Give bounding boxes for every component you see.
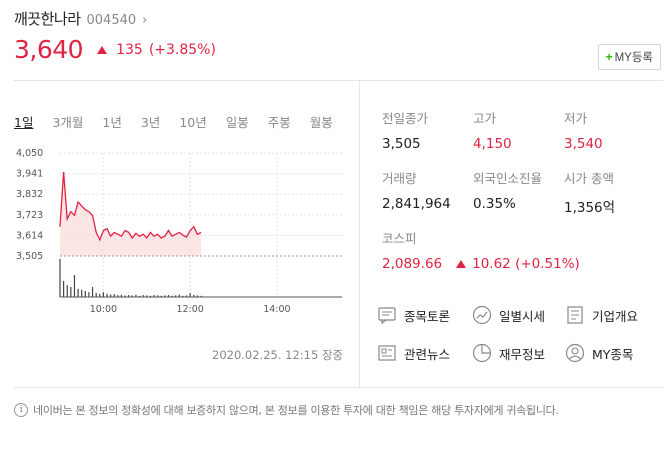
user-icon bbox=[565, 343, 585, 363]
my-register-button[interactable]: + MY등록 bbox=[597, 44, 661, 70]
chart-timestamp: 2020.02.25. 12:15 장중 bbox=[212, 348, 344, 362]
disclaimer-text: 네이버는 본 정보의 정확성에 대해 보증하지 않으며, 본 정보를 이용한 투… bbox=[33, 404, 559, 417]
up-arrow-icon bbox=[456, 260, 467, 268]
price-line bbox=[59, 171, 202, 242]
stat-high: 고가 4,150 bbox=[473, 108, 573, 152]
link-news[interactable]: 관련뉴스 bbox=[377, 343, 450, 363]
my-register-label: MY등록 bbox=[614, 52, 653, 64]
y-tick-label: 3,505 bbox=[16, 251, 43, 262]
divider-top bbox=[14, 80, 663, 81]
link-daily[interactable]: 일별시세 bbox=[472, 305, 545, 325]
stat-market-cap: 시가 총액 1,356억 bbox=[564, 168, 664, 216]
link-discussion[interactable]: 종목토론 bbox=[377, 305, 450, 325]
stat-low: 저가 3,540 bbox=[564, 108, 664, 152]
change-value: 135 bbox=[116, 41, 143, 58]
stat-value: 1,356억 bbox=[564, 200, 616, 216]
stat-kospi[interactable]: 코스피 2,089.66 10.62 (+0.51%) bbox=[382, 228, 642, 272]
plus-icon: + bbox=[605, 50, 613, 64]
chat-icon bbox=[378, 307, 396, 325]
y-tick-label: 4,050 bbox=[16, 148, 43, 159]
price-area bbox=[60, 171, 201, 256]
stock-header: 깨끗한나라 004540 › 3,640 135 (+3.85%) + MY등록 bbox=[14, 8, 661, 80]
stat-value: 3,540 bbox=[564, 136, 603, 152]
y-tick-label: 3,941 bbox=[16, 169, 43, 180]
link-overview[interactable]: 기업개요 bbox=[565, 305, 638, 325]
period-tab[interactable]: 3년 bbox=[140, 115, 161, 130]
divider-bottom bbox=[14, 387, 663, 388]
stat-foreign-ratio: 외국인소진율 0.35% bbox=[473, 168, 573, 212]
stock-name-row[interactable]: 깨끗한나라 004540 › bbox=[14, 8, 661, 29]
stat-value: 4,150 bbox=[473, 136, 512, 152]
period-tab[interactable]: 1일 bbox=[14, 115, 34, 130]
period-tab[interactable]: 월봉 bbox=[309, 115, 333, 130]
info-icon: i bbox=[14, 403, 28, 417]
stat-value: 0.35% bbox=[473, 196, 516, 212]
price-row: 3,640 135 (+3.85%) bbox=[14, 35, 661, 64]
chevron-right-icon[interactable]: › bbox=[142, 13, 148, 28]
link-label: 종목토론 bbox=[404, 308, 451, 324]
disclaimer: i 네이버는 본 정보의 정확성에 대해 보증하지 않으며, 본 정보를 이용한… bbox=[14, 402, 559, 418]
period-tab[interactable]: 1년 bbox=[102, 115, 122, 130]
kospi-value-row: 2,089.66 10.62 (+0.51%) bbox=[382, 256, 642, 272]
chart-panel: 1일 3개월 1년 3년 10년 일봉 주봉 월봉 4,050 3,941 3,832 3,723 3… bbox=[14, 81, 360, 387]
price-change: 135 (+3.85%) bbox=[97, 42, 216, 58]
up-arrow-icon bbox=[97, 45, 108, 54]
kospi-value: 2,089.66 bbox=[382, 256, 443, 272]
period-tab[interactable]: 일봉 bbox=[225, 115, 249, 130]
x-tick-label: 10:00 bbox=[90, 304, 117, 315]
stat-prev-close: 전일종가 3,505 bbox=[382, 108, 482, 152]
stock-name[interactable]: 깨끗한나라 bbox=[14, 10, 81, 28]
pie-chart-icon bbox=[472, 343, 492, 363]
stat-label: 외국인소진율 bbox=[473, 171, 543, 186]
intraday-chart[interactable]: 4,050 3,941 3,832 3,723 3,614 3,505 10:00 12:0… bbox=[14, 141, 344, 316]
news-icon bbox=[378, 345, 396, 361]
stat-value: 2,841,964 bbox=[382, 196, 451, 212]
period-tabs: 1일 3개월 1년 3년 10년 일봉 주봉 월봉 bbox=[14, 112, 352, 131]
link-label: 관련뉴스 bbox=[404, 346, 451, 362]
link-label: 일별시세 bbox=[499, 308, 546, 324]
stat-label: 저가 bbox=[564, 111, 588, 126]
period-tab[interactable]: 주봉 bbox=[267, 115, 291, 130]
period-tab[interactable]: 10년 bbox=[179, 115, 207, 130]
stat-label: 시가 총액 bbox=[564, 171, 614, 186]
trend-icon bbox=[472, 305, 492, 325]
stat-value: 3,505 bbox=[382, 136, 421, 152]
link-label: MY종목 bbox=[592, 346, 634, 362]
link-label: 재무정보 bbox=[499, 346, 546, 362]
stat-label: 코스피 bbox=[382, 231, 417, 246]
link-finance[interactable]: 재무정보 bbox=[472, 343, 545, 363]
current-price: 3,640 bbox=[14, 35, 84, 64]
x-tick-label: 12:00 bbox=[176, 304, 203, 315]
stat-label: 거래량 bbox=[382, 171, 417, 186]
stat-label: 고가 bbox=[473, 111, 497, 126]
link-label: 기업개요 bbox=[592, 308, 639, 324]
x-tick-label: 14:00 bbox=[263, 304, 290, 315]
y-tick-label: 3,614 bbox=[16, 230, 43, 241]
stat-label: 전일종가 bbox=[382, 111, 429, 126]
kospi-change: 10.62 (+0.51%) bbox=[472, 256, 580, 272]
change-percent: (+3.85%) bbox=[148, 41, 216, 58]
y-tick-label: 3,723 bbox=[16, 210, 43, 221]
y-tick-label: 3,832 bbox=[16, 189, 43, 200]
link-my[interactable]: MY종목 bbox=[565, 343, 633, 363]
document-icon bbox=[567, 306, 583, 324]
stock-code: 004540 bbox=[86, 13, 137, 28]
stat-volume: 거래량 2,841,964 bbox=[382, 168, 482, 212]
period-tab[interactable]: 3개월 bbox=[52, 115, 84, 130]
